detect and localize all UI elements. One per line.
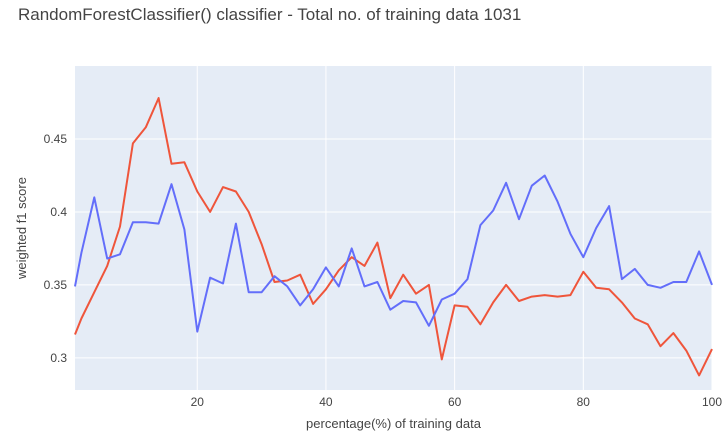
series-lines — [74, 97, 713, 377]
y-axis-ticks: 0.3 0.35 0.4 0.45 — [44, 132, 68, 365]
chart-title: RandomForestClassifier() classifier - To… — [18, 5, 521, 24]
y-tick-label: 0.3 — [50, 351, 67, 365]
x-tick-label: 40 — [319, 395, 333, 409]
y-tick-label: 0.4 — [50, 205, 67, 219]
y-axis-label: weighted f1 score — [14, 177, 29, 280]
x-tick-label: 100 — [702, 395, 722, 409]
series-line-0 — [74, 97, 713, 377]
x-tick-label: 80 — [577, 395, 591, 409]
grid-lines — [75, 66, 713, 390]
x-tick-label: 60 — [448, 395, 462, 409]
plot-area — [75, 66, 712, 390]
x-axis-label: percentage(%) of training data — [306, 416, 482, 431]
x-axis-ticks: 20 40 60 80 100 — [191, 395, 723, 409]
y-tick-label: 0.35 — [44, 278, 68, 292]
x-tick-label: 20 — [191, 395, 205, 409]
series-line-1 — [74, 174, 713, 333]
y-tick-label: 0.45 — [44, 132, 68, 146]
